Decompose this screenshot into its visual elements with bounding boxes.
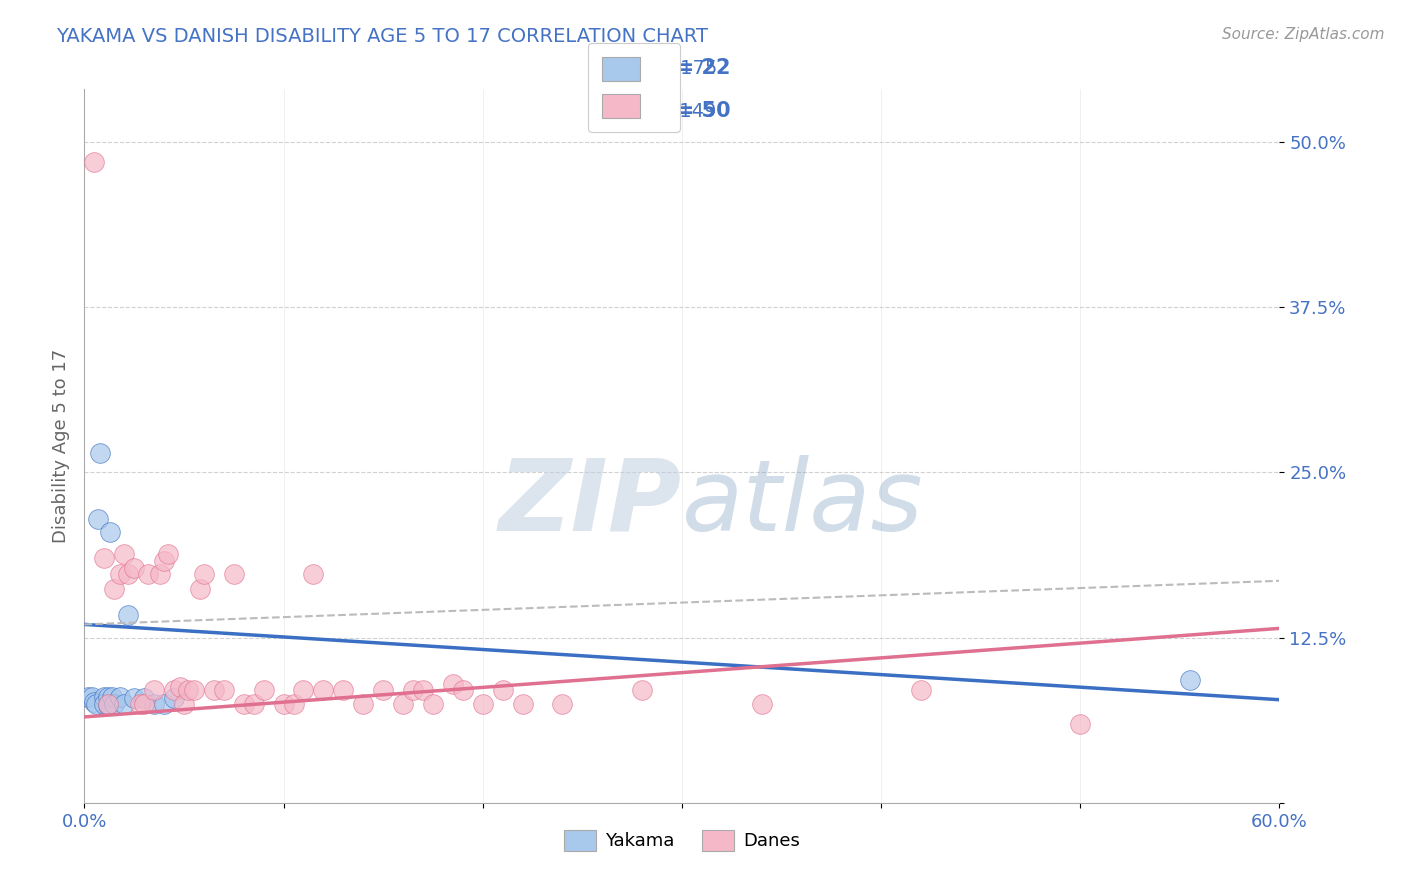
Point (83, 695, 105, 709)
Point (373, 683, 395, 698)
Point (129, 697, 152, 711)
Point (93, 551, 115, 566)
Point (202, 683, 225, 698)
Text: N = 22: N = 22 (652, 58, 731, 78)
Point (188, 582, 211, 596)
Point (471, 697, 494, 711)
Point (132, 691, 156, 706)
Point (422, 697, 444, 711)
Y-axis label: Disability Age 5 to 17: Disability Age 5 to 17 (52, 349, 70, 543)
Point (177, 683, 200, 698)
Point (112, 697, 135, 711)
Point (143, 697, 166, 711)
Point (302, 567, 325, 582)
Point (910, 683, 932, 698)
Point (153, 697, 176, 711)
Point (173, 697, 195, 711)
Point (143, 683, 166, 698)
Point (97, 690, 120, 704)
Text: YAKAMA VS DANISH DISABILITY AGE 5 TO 17 CORRELATION CHART: YAKAMA VS DANISH DISABILITY AGE 5 TO 17 … (56, 27, 709, 45)
Point (283, 697, 305, 711)
Point (110, 690, 132, 704)
Point (117, 567, 139, 582)
Point (332, 683, 354, 698)
Point (77, 690, 100, 704)
Point (132, 697, 156, 711)
Point (441, 677, 464, 691)
Text: ZIP: ZIP (499, 455, 682, 551)
Point (97, 698, 120, 712)
Point (402, 683, 425, 698)
Point (412, 683, 434, 698)
Point (163, 691, 186, 706)
Point (101, 690, 124, 704)
Point (97, 697, 120, 711)
Point (292, 683, 315, 698)
Point (117, 608, 139, 623)
Point (110, 567, 132, 582)
Point (153, 554, 176, 568)
Text: N = 50: N = 50 (652, 101, 731, 121)
Text: R =  0.149: R = 0.149 (612, 102, 716, 120)
Point (82, 690, 104, 704)
Point (1178, 673, 1201, 687)
Point (451, 683, 474, 698)
Point (103, 697, 125, 711)
Point (512, 697, 534, 711)
Point (86, 697, 108, 711)
Point (89, 445, 111, 459)
Point (83, 154, 105, 169)
Point (232, 697, 254, 711)
Point (492, 683, 515, 698)
Point (122, 560, 145, 574)
Point (392, 697, 415, 711)
Point (93, 697, 115, 711)
Point (212, 683, 235, 698)
Point (87, 511, 110, 525)
Text: Source: ZipAtlas.com: Source: ZipAtlas.com (1222, 27, 1385, 42)
Point (242, 697, 264, 711)
Point (253, 683, 276, 698)
Point (193, 567, 215, 582)
Point (157, 547, 180, 561)
Point (122, 691, 145, 706)
Point (551, 697, 574, 711)
Point (149, 567, 172, 582)
Point (163, 683, 186, 698)
Point (98, 524, 121, 539)
Point (136, 567, 159, 582)
Point (112, 547, 135, 561)
Point (1069, 716, 1091, 731)
Point (273, 697, 295, 711)
Point (352, 697, 374, 711)
Point (631, 683, 654, 698)
Legend: Yakama, Danes: Yakama, Danes (557, 822, 807, 858)
Text: R = -0.175: R = -0.175 (612, 59, 717, 78)
Point (222, 567, 245, 582)
Text: atlas: atlas (682, 455, 924, 551)
Point (169, 680, 191, 694)
Point (93, 690, 115, 704)
Point (312, 683, 335, 698)
Point (183, 683, 205, 698)
Point (751, 697, 773, 711)
Point (103, 582, 125, 596)
